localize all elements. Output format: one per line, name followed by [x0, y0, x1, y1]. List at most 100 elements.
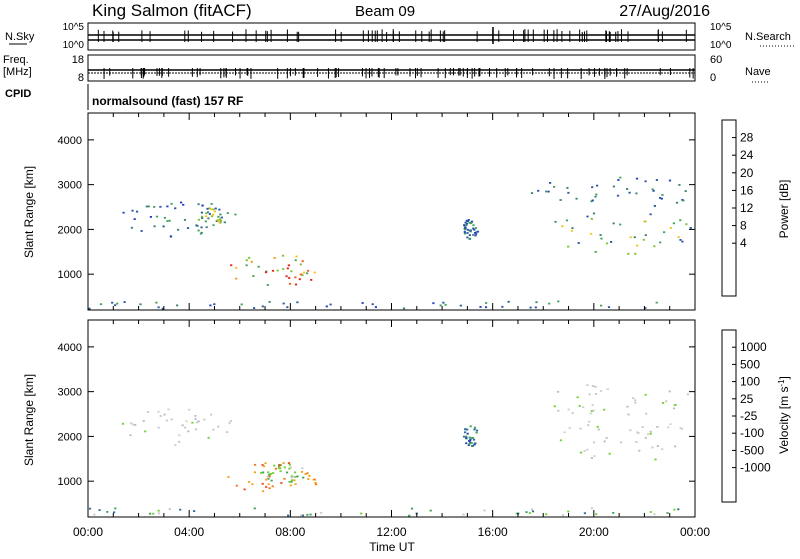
scatter-cell — [282, 254, 285, 257]
scatter-cell — [98, 509, 101, 511]
scatter-cell — [659, 241, 662, 244]
scatter-cell — [591, 186, 594, 189]
scatter-cell — [635, 192, 638, 195]
colorbar-tick-label: -100 — [740, 426, 764, 440]
scatter-cell — [468, 441, 472, 444]
scatter-cell — [468, 436, 471, 439]
scatter-cell — [637, 432, 640, 434]
scatter-cell — [679, 239, 682, 241]
scatter-cell — [196, 225, 199, 227]
scatter-cell — [479, 306, 482, 308]
scatter-cell — [270, 479, 273, 482]
scatter-cell — [553, 405, 556, 408]
scatter-cell — [545, 513, 548, 516]
scatter-cell — [605, 437, 608, 439]
scatter-cell — [329, 303, 332, 306]
scatter-cell — [261, 464, 264, 466]
scatter-cell — [472, 438, 476, 441]
scatter-cell — [629, 429, 632, 432]
scatter-cell — [306, 513, 309, 516]
nave-right-tick-bottom: 0 — [710, 72, 716, 84]
scatter-cell — [210, 203, 213, 205]
velocity-axis: 1000 2000 3000 4000 — [58, 320, 696, 517]
y-tick-label: 3000 — [58, 387, 82, 399]
scatter-cell — [229, 420, 232, 422]
time-axis: 00:00 04:00 08:00 12:00 16:00 20:00 00:00 — [73, 525, 710, 539]
scatter-cell — [596, 184, 599, 187]
scatter-cell — [628, 191, 631, 194]
noise-panel — [87, 22, 696, 51]
scatter-cell — [309, 513, 312, 516]
scatter-cell — [294, 476, 297, 478]
scatter-cell — [429, 509, 432, 512]
scatter-cell — [168, 508, 171, 510]
scatter-cell — [468, 221, 471, 224]
scatter-cell — [599, 234, 602, 236]
scatter-cell — [501, 305, 504, 308]
scatter-cell — [474, 234, 477, 237]
scatter-cell — [212, 213, 215, 216]
scatter-cell — [655, 179, 658, 181]
scatter-cell — [194, 418, 197, 420]
scatter-cell — [186, 227, 190, 229]
scatter-cell — [567, 191, 570, 194]
scatter-cell — [181, 424, 184, 427]
scatter-cell — [206, 211, 210, 214]
scatter-cell — [294, 276, 297, 279]
scatter-cell — [673, 508, 676, 511]
scatter-cell — [594, 195, 597, 198]
scatter-cell — [464, 428, 467, 431]
scatter-cell — [463, 231, 466, 233]
scatter-cell — [649, 213, 652, 216]
scatter-cell — [474, 227, 477, 229]
scatter-cell — [590, 410, 593, 412]
scatter-cell — [675, 403, 678, 406]
scatter-cell — [432, 302, 435, 305]
scatter-cell — [473, 426, 477, 429]
scatter-cell — [599, 390, 603, 392]
scatter-cell — [590, 232, 593, 235]
scatter-cell — [459, 304, 462, 307]
scatter-cell — [641, 426, 644, 428]
scatter-cell — [302, 476, 305, 479]
scatter-cell — [576, 396, 579, 399]
x-tick-label: 00:00 — [73, 525, 103, 539]
scatter-cell — [169, 235, 172, 238]
scatter-cell — [469, 438, 472, 440]
scatter-cell — [145, 205, 148, 208]
scatter-cell — [273, 257, 276, 259]
x-tick-label: 08:00 — [275, 525, 305, 539]
scatter-cell — [634, 399, 637, 402]
scatter-cell — [212, 224, 215, 227]
scatter-cell — [287, 462, 291, 464]
scatter-cell — [475, 429, 479, 432]
scatter-cell — [594, 385, 597, 388]
velocity-colorbar: 1000 500 100 25 -25 -100 -500 -1000 — [721, 329, 771, 503]
scatter-cell — [157, 512, 160, 515]
scatter-cell — [656, 445, 659, 447]
scatter-cell — [142, 420, 145, 422]
scatter-cell — [466, 232, 469, 234]
scatter-cell — [483, 509, 486, 512]
y-tick-label: 1000 — [58, 476, 82, 488]
scatter-cell — [612, 512, 615, 514]
scatter-cell — [661, 448, 664, 451]
scatter-cell — [240, 303, 243, 306]
scatter-cell — [162, 225, 165, 228]
scatter-cell — [374, 306, 377, 308]
scatter-cell — [130, 226, 133, 229]
scatter-cell — [131, 209, 134, 212]
scatter-cell — [251, 483, 254, 486]
scatter-cell — [642, 238, 645, 241]
scatter-cell — [568, 427, 571, 429]
scatter-cell — [635, 177, 639, 180]
scatter-cell — [153, 225, 156, 228]
scatter-cell — [465, 435, 468, 438]
scatter-cell — [205, 212, 208, 215]
scatter-cell — [122, 211, 125, 214]
scatter-cell — [612, 185, 615, 188]
scatter-cell — [165, 419, 168, 422]
scatter-cell — [155, 301, 158, 304]
scatter-cell — [668, 390, 671, 393]
scatter-cell — [469, 425, 472, 428]
